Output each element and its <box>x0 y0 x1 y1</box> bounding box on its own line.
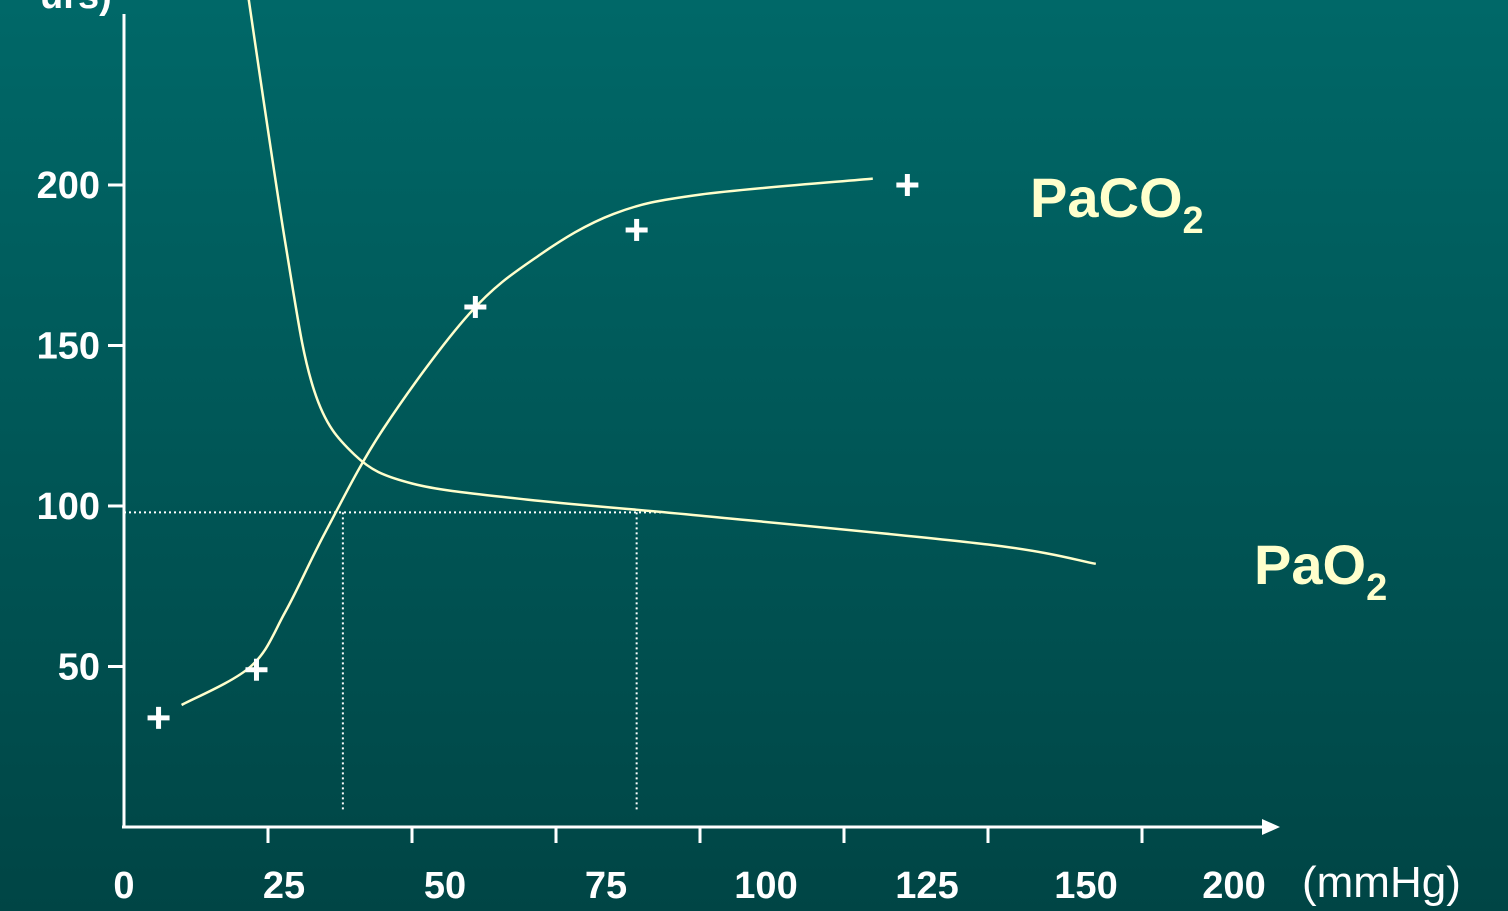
series-label-pao2: PaO2 <box>1254 533 1387 609</box>
x-tick-label: 100 <box>734 865 797 907</box>
y-tick-label: 150 <box>37 326 100 368</box>
x-tick-label: 200 <box>1202 865 1265 907</box>
x-ticks: 0 25 50 75 100 125 150 200 <box>113 827 1266 907</box>
y-tick-label: 200 <box>37 165 100 207</box>
y-tick-label: 50 <box>58 647 100 689</box>
x-tick-label: 50 <box>424 865 466 907</box>
y-tick-label: 100 <box>37 486 100 528</box>
data-point-marker <box>147 706 170 729</box>
series-curve-paco2 <box>180 177 873 707</box>
data-point-marker <box>464 295 487 318</box>
x-tick-label: 125 <box>895 865 958 907</box>
x-axis-unit-label: (mmHg) <box>1302 858 1461 907</box>
x-tick-label: 75 <box>585 865 627 907</box>
series-label-pao2-main: PaO <box>1254 533 1366 596</box>
y-ticks: 50 100 150 200 <box>37 165 124 689</box>
data-point-marker <box>245 658 268 681</box>
reference-lines <box>124 511 665 812</box>
data-point-marker <box>896 174 919 196</box>
series-label-paco2-main: PaCO <box>1030 166 1183 229</box>
x-axis-arrowhead <box>1262 819 1280 835</box>
series-label-paco2: PaCO2 <box>1030 166 1204 242</box>
y-axis-label: urs) <box>40 0 112 17</box>
x-tick-label: 25 <box>263 865 305 907</box>
data-point-marker <box>625 218 648 241</box>
series-label-pao2-sub: 2 <box>1366 567 1387 609</box>
x-tick-label: 0 <box>113 865 134 907</box>
series-curve-pao2 <box>247 0 1097 566</box>
markers <box>147 174 919 729</box>
series-label-paco2-sub: 2 <box>1183 200 1204 242</box>
x-tick-label: 150 <box>1054 865 1117 907</box>
curves <box>180 0 1097 707</box>
